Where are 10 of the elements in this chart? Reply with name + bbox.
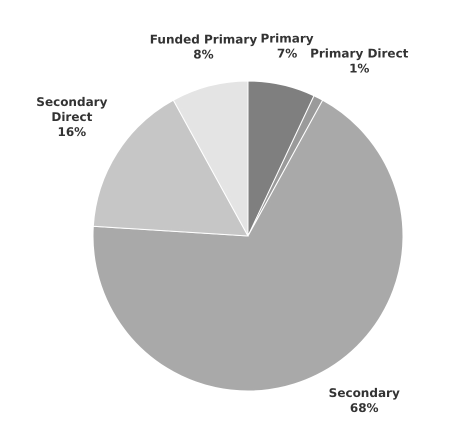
slice-label: Secondary Direct [36, 95, 108, 124]
data-label: 7% [276, 46, 298, 60]
data-label: 1% [349, 62, 370, 76]
data-label: 16% [58, 125, 86, 140]
slice-label: Primary Direct [310, 46, 409, 61]
slice-label: Funded Primary [150, 32, 258, 47]
slice-label: Secondary [328, 386, 400, 400]
data-label: 8% [193, 48, 214, 62]
slice-label: Primary [260, 31, 314, 46]
data-label: 68% [350, 400, 379, 415]
